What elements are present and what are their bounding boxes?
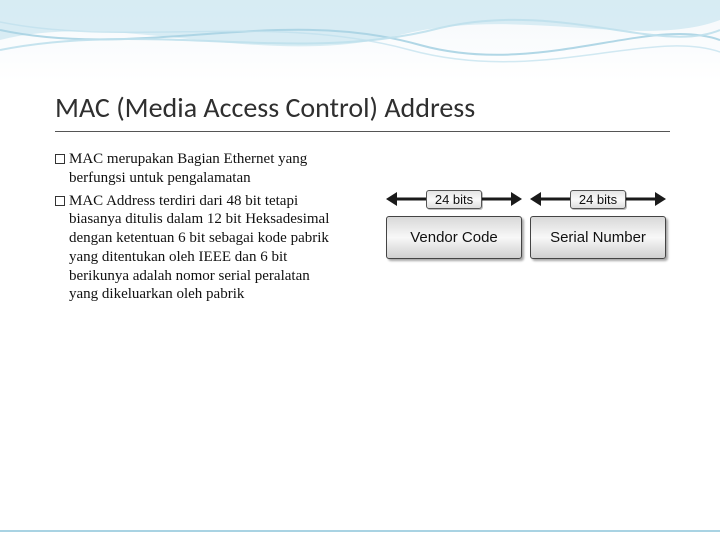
bullet-item: MAC merupakan Bagian Ethernet yang berfu… bbox=[55, 150, 335, 188]
content-row: MAC merupakan Bagian Ethernet yang berfu… bbox=[55, 150, 670, 308]
arrow-right-head-icon bbox=[511, 192, 522, 206]
arrow-block: 24 bits bbox=[386, 186, 522, 212]
diagram-inner: 24 bits 24 bits Vendor Code Serial Numbe… bbox=[386, 186, 666, 259]
arrow-block: 24 bits bbox=[530, 186, 666, 212]
arrow-row: 24 bits 24 bits bbox=[386, 186, 666, 212]
arrow-label: 24 bits bbox=[426, 190, 482, 209]
slide-title: MAC (Media Access Control) Address bbox=[55, 90, 670, 132]
bullet-list: MAC merupakan Bagian Ethernet yang berfu… bbox=[55, 150, 335, 308]
serial-number-box: Serial Number bbox=[530, 216, 666, 259]
box-row: Vendor Code Serial Number bbox=[386, 216, 666, 259]
bullet-text: MAC merupakan Bagian Ethernet yang berfu… bbox=[69, 150, 335, 188]
bullet-text: MAC Address terdiri dari 48 bit tetapi b… bbox=[69, 192, 335, 305]
mac-diagram: 24 bits 24 bits Vendor Code Serial Numbe… bbox=[353, 182, 670, 263]
bullet-item: MAC Address terdiri dari 48 bit tetapi b… bbox=[55, 192, 335, 305]
arrow-label: 24 bits bbox=[570, 190, 626, 209]
vendor-code-box: Vendor Code bbox=[386, 216, 522, 259]
bottom-accent-line bbox=[0, 530, 720, 532]
arrow-right-head-icon bbox=[655, 192, 666, 206]
bullet-icon bbox=[55, 196, 65, 206]
slide: MAC (Media Access Control) Address MAC m… bbox=[0, 0, 720, 348]
bullet-icon bbox=[55, 154, 65, 164]
